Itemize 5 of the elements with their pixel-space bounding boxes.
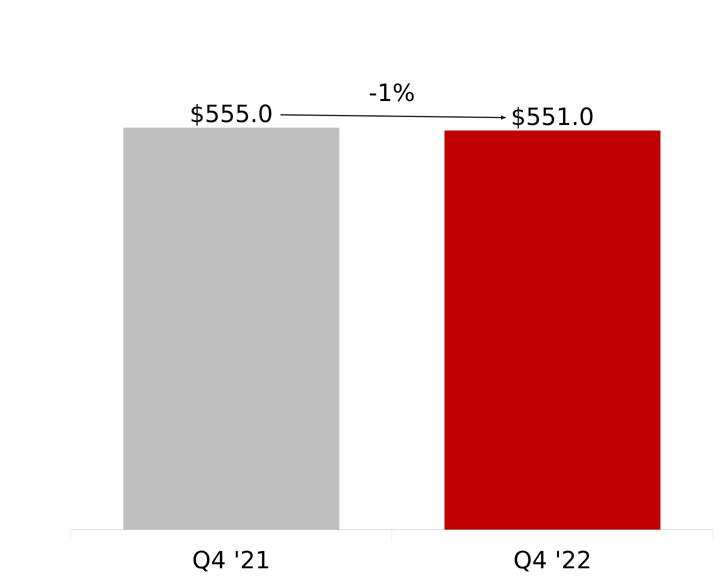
x-tick-label: Q4 '22 bbox=[514, 550, 590, 572]
data-label: $555.0 bbox=[192, 104, 272, 126]
text: -1% bbox=[370, 83, 414, 102]
x-tick-label: Q4 '21 bbox=[193, 550, 268, 572]
data-label: $551.0 bbox=[512, 106, 593, 128]
